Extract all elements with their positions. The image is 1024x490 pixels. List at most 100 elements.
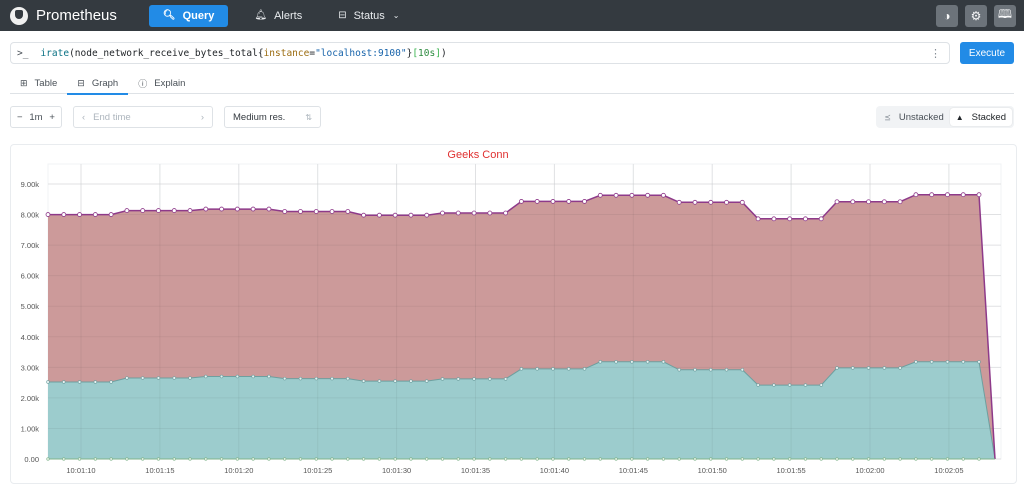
data-point[interactable] [156,376,161,380]
data-point[interactable] [219,374,224,379]
data-point[interactable] [803,216,808,222]
data-point[interactable] [361,379,366,383]
data-point[interactable] [93,380,98,384]
chevron-right-icon[interactable]: › [200,111,204,123]
data-point[interactable] [724,199,729,205]
data-point[interactable] [629,192,635,198]
data-point[interactable] [551,367,555,371]
data-point[interactable] [392,212,398,218]
data-point[interactable] [566,199,572,204]
data-point[interactable] [345,209,351,214]
data-point[interactable] [346,376,350,381]
data-point[interactable] [661,192,666,198]
data-point[interactable] [772,383,776,387]
data-point[interactable] [929,360,934,364]
data-point[interactable] [850,199,856,205]
data-point[interactable] [266,206,272,212]
data-point[interactable] [251,374,255,379]
data-point[interactable] [424,212,430,218]
data-point[interactable] [708,199,714,205]
chevron-left-icon[interactable]: ‹ [82,111,86,123]
data-point[interactable] [598,360,602,364]
data-point[interactable] [376,212,382,218]
data-point[interactable] [567,367,571,371]
data-point[interactable] [235,374,240,379]
data-point[interactable] [140,208,146,213]
resolution-select[interactable]: Medium res. ⇅ [224,106,321,128]
range-decrease-button[interactable]: − [17,111,23,123]
data-point[interactable] [519,199,524,204]
tab-table[interactable]: ⊞ Table [10,72,67,94]
data-point[interactable] [613,192,619,198]
data-point[interactable] [534,199,540,204]
docs-button[interactable]: 🕮︎ [994,4,1016,27]
data-point[interactable] [945,360,950,364]
data-point[interactable] [645,192,651,198]
data-point[interactable] [914,360,918,364]
end-time-input[interactable]: ‹ End time › [73,106,213,128]
data-point[interactable] [488,377,492,381]
brand[interactable]: Prometheus [8,6,117,25]
data-point[interactable] [250,206,256,212]
data-point[interactable] [976,192,982,198]
data-point[interactable] [898,366,902,370]
stacked-option[interactable]: ▲ Stacked [949,108,1012,126]
data-point[interactable] [803,383,808,387]
data-point[interactable] [172,376,176,380]
data-point[interactable] [124,208,130,213]
data-point[interactable] [125,376,129,380]
stacked-area-chart[interactable]: 0.00 1.00k 2.00k 3.00k 4.00k 5.00k 6.00k 7.00k 8… [11,145,1018,485]
data-point[interactable] [267,374,271,379]
data-point[interactable] [645,360,650,364]
data-point[interactable] [582,367,587,371]
data-point[interactable] [171,208,177,213]
theme-toggle-button[interactable]: ◑ [936,4,958,27]
data-point[interactable] [45,212,51,217]
data-point[interactable] [834,199,840,205]
data-point[interactable] [897,199,903,205]
data-point[interactable] [519,367,524,371]
data-point[interactable] [283,376,287,381]
data-point[interactable] [882,366,887,370]
data-point[interactable] [818,216,824,222]
data-point[interactable] [503,377,508,381]
nav-alerts[interactable]: 🔔︎ Alerts [244,5,312,27]
data-point[interactable] [46,380,50,384]
data-point[interactable] [724,368,729,372]
data-point[interactable] [740,368,745,372]
nav-query[interactable]: 🔍︎ Query [148,4,229,27]
data-point[interactable] [866,366,871,370]
data-point[interactable] [835,366,839,370]
data-point[interactable] [425,379,429,383]
data-point[interactable] [929,192,935,198]
data-point[interactable] [156,208,161,213]
range-increase-button[interactable]: + [49,111,55,123]
settings-button[interactable]: ⚙︎ [965,4,987,27]
data-point[interactable] [881,199,887,205]
data-point[interactable] [550,199,556,204]
data-point[interactable] [77,380,82,384]
data-point[interactable] [140,376,145,380]
data-point[interactable] [787,383,792,387]
data-point[interactable] [234,206,240,212]
data-point[interactable] [582,199,587,204]
data-point[interactable] [187,208,193,213]
data-point[interactable] [472,377,476,381]
data-point[interactable] [676,199,682,205]
data-point[interactable] [188,376,192,380]
data-point[interactable] [203,206,209,212]
data-point[interactable] [755,216,761,222]
data-point[interactable] [313,209,319,214]
data-point[interactable] [377,379,382,383]
unstacked-option[interactable]: ⪯ Unstacked [878,108,950,126]
data-point[interactable] [945,192,950,198]
data-point[interactable] [693,368,697,372]
data-point[interactable] [408,212,414,218]
query-input[interactable]: >_ irate(node_network_receive_bytes_tota… [10,42,950,64]
data-point[interactable] [771,216,777,222]
tab-explain[interactable]: ⓘ Explain [128,72,195,94]
data-point[interactable] [503,210,509,216]
data-point[interactable] [819,383,823,387]
data-point[interactable] [361,212,367,218]
tab-graph[interactable]: ⊟ Graph [67,72,129,95]
